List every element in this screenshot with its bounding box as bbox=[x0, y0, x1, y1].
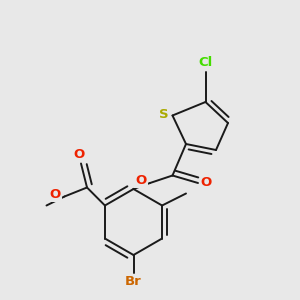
Text: Br: Br bbox=[125, 275, 142, 288]
Text: S: S bbox=[159, 107, 168, 121]
Text: Cl: Cl bbox=[198, 56, 213, 70]
Text: O: O bbox=[74, 148, 85, 161]
Text: O: O bbox=[201, 176, 212, 190]
Text: O: O bbox=[135, 173, 147, 187]
Text: O: O bbox=[50, 188, 61, 201]
